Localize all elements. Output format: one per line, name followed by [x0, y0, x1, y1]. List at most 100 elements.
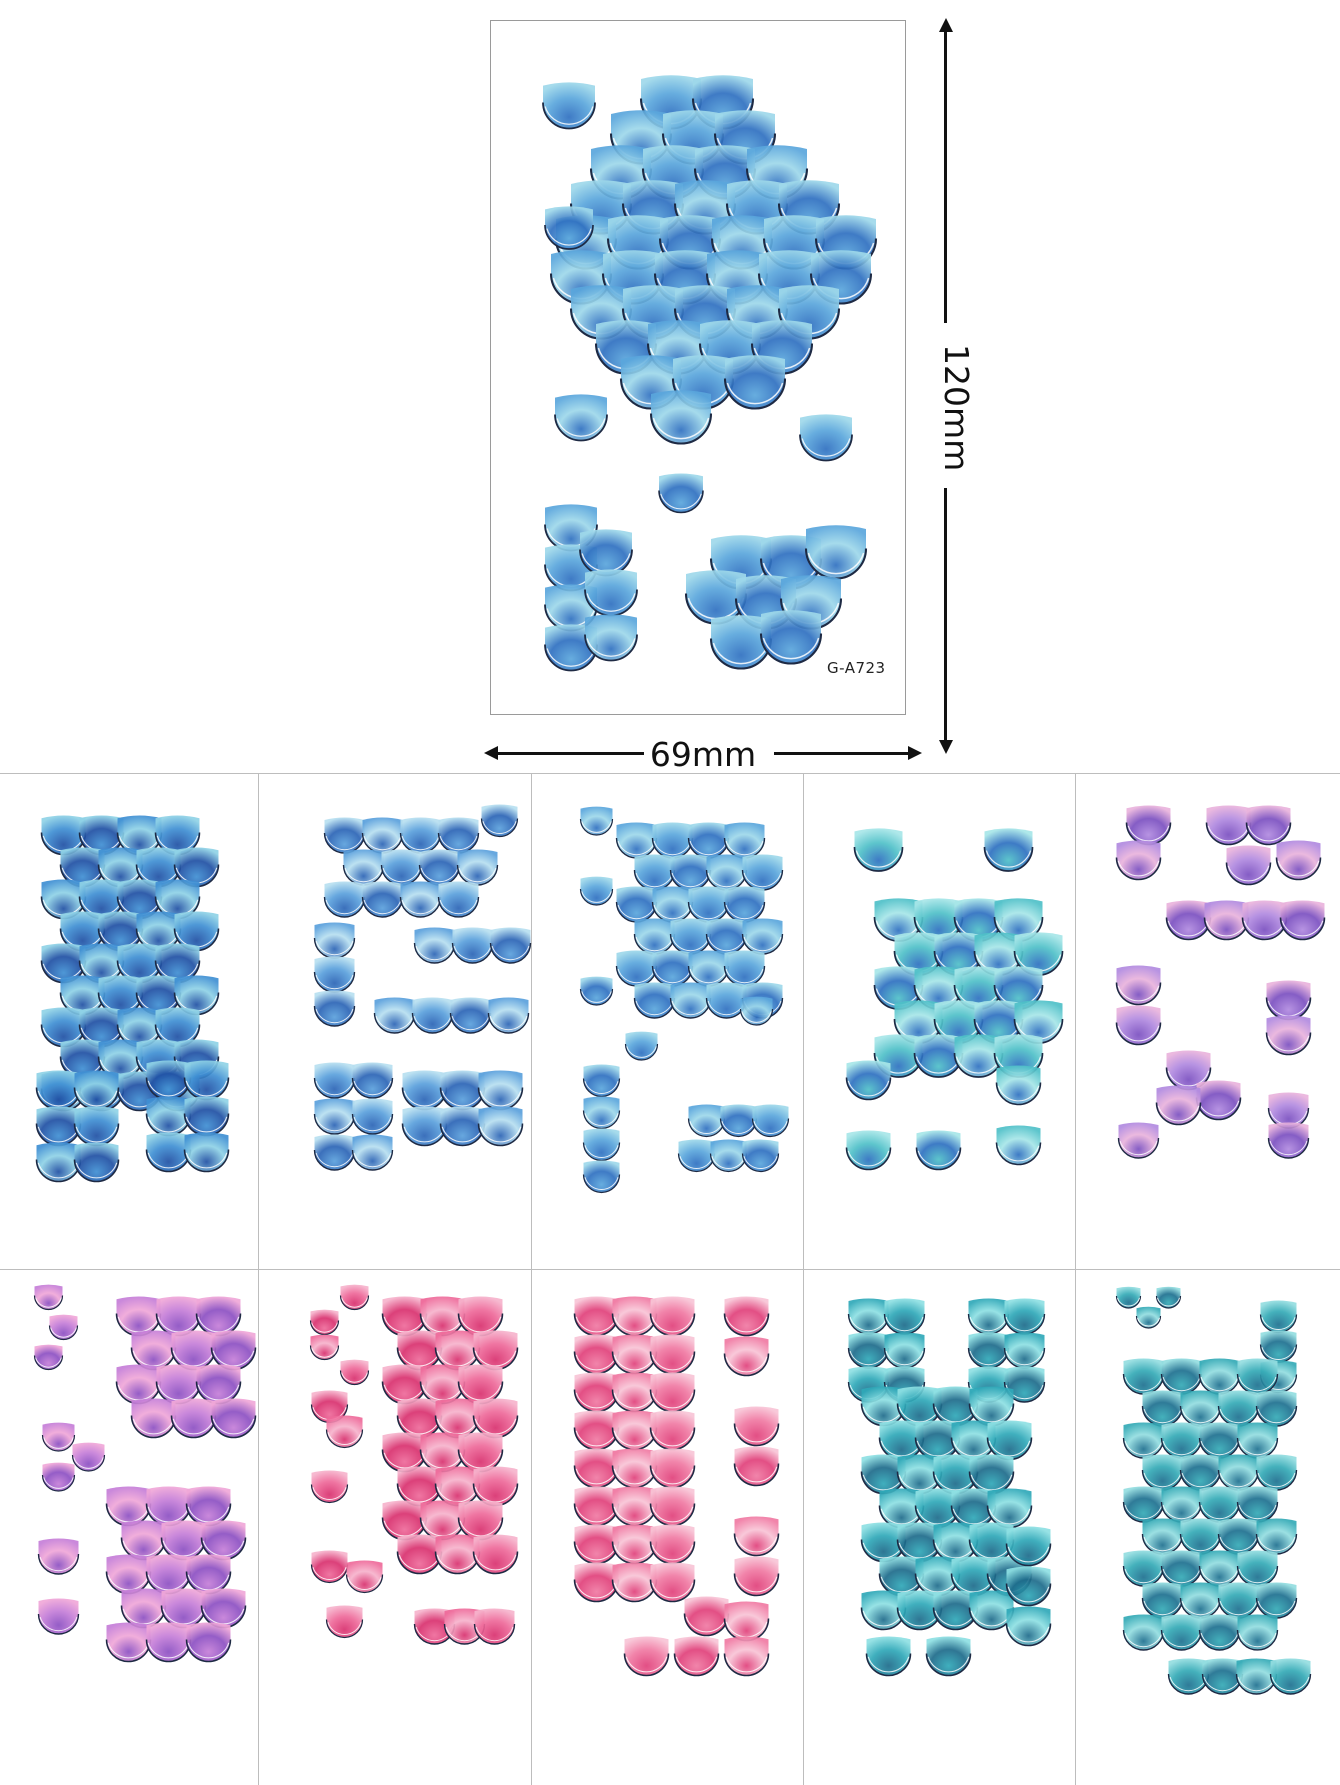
mermaid-scale [1236, 1358, 1279, 1395]
mermaid-scale [145, 1554, 192, 1595]
mermaid-scale [723, 822, 766, 859]
mermaid-scale [309, 1309, 340, 1336]
mermaid-scale [1135, 1306, 1162, 1329]
mermaid-scale [582, 1160, 621, 1194]
mermaid-scale [411, 997, 454, 1034]
scale-pattern [309, 1284, 519, 1645]
mermaid-scale [145, 1486, 192, 1527]
mermaid-scale [733, 1446, 780, 1487]
mermaid-scale [120, 1588, 167, 1629]
mermaid-scale [615, 822, 658, 859]
mermaid-scale [1198, 1358, 1241, 1395]
mermaid-scale [418, 849, 461, 886]
mermaid-scale [313, 1134, 356, 1171]
mermaid-scale [845, 1130, 892, 1171]
mermaid-scale [130, 1398, 177, 1439]
scale-pattern [35, 815, 230, 1183]
scale-pattern [1115, 1286, 1312, 1695]
mermaid-scale [658, 473, 704, 514]
mermaid-scale [1217, 1582, 1260, 1619]
scale-pattern [579, 806, 790, 1194]
mermaid-scale [883, 1298, 926, 1335]
mermaid-scale [313, 1062, 356, 1099]
mermaid-scale [373, 997, 416, 1034]
mermaid-scale [705, 982, 748, 1019]
mermaid-scale [41, 1422, 76, 1452]
mermaid-scale [309, 1334, 340, 1361]
variant-sheet [1088, 783, 1340, 1213]
variant-grid [0, 773, 1340, 1785]
mermaid-scale [1141, 1582, 1184, 1619]
mermaid-scale [967, 1332, 1010, 1369]
mermaid-scale [615, 886, 658, 923]
mermaid-scale [687, 822, 730, 859]
mermaid-scale [472, 1398, 519, 1439]
mermaid-scale [669, 918, 712, 955]
mermaid-scale [1179, 1454, 1222, 1491]
mermaid-scale [741, 1139, 780, 1173]
mermaid-scale [733, 1516, 780, 1557]
mermaid-scale [145, 1622, 192, 1663]
mermaid-scale [457, 1364, 504, 1405]
mermaid-scale [579, 806, 614, 836]
mermaid-scale [1255, 1582, 1298, 1619]
mermaid-scale [1225, 845, 1272, 886]
mermaid-scale [351, 1098, 394, 1135]
mermaid-scale [210, 1398, 257, 1439]
mermaid-scale [925, 1636, 972, 1677]
scale-pattern [847, 1298, 1052, 1677]
mermaid-scale [995, 1125, 1042, 1166]
scale-pattern [33, 1284, 257, 1663]
mermaid-scale [983, 828, 1034, 872]
mermaid-scale [170, 1398, 217, 1439]
mermaid-scale [41, 1462, 76, 1492]
height-label: 120mm [937, 344, 976, 472]
mermaid-scale [487, 997, 530, 1034]
mermaid-scale [554, 394, 608, 442]
mermaid-scale [477, 1106, 524, 1147]
mermaid-scale [105, 1554, 152, 1595]
mermaid-scale [1195, 1080, 1242, 1121]
mermaid-scale [1115, 1005, 1162, 1046]
mermaid-scale [449, 997, 492, 1034]
mermaid-scale [437, 881, 480, 918]
mermaid-scale [649, 1524, 696, 1565]
mermaid-scale [361, 881, 404, 918]
mermaid-scale [584, 614, 638, 662]
mermaid-scale [1198, 1422, 1241, 1459]
mermaid-scale [1115, 1286, 1142, 1309]
mermaid-scale [1005, 1566, 1052, 1607]
mermaid-scale [1236, 1550, 1279, 1587]
mermaid-scale [1160, 1486, 1203, 1523]
mermaid-scale [582, 1096, 621, 1130]
mermaid-scale [723, 1296, 770, 1337]
mermaid-scale [544, 206, 594, 250]
mermaid-scale [1122, 1358, 1165, 1395]
mermaid-scale [651, 822, 694, 859]
mermaid-scale [723, 355, 787, 410]
mermaid-scale [751, 1104, 790, 1138]
mermaid-scale [105, 1486, 152, 1527]
mermaid-scale [1198, 1550, 1241, 1587]
mermaid-scale [71, 1442, 106, 1472]
mermaid-scale [733, 1406, 780, 1447]
variant-sheet [546, 783, 817, 1213]
mermaid-scale [741, 854, 784, 891]
mermaid-scale [1003, 1332, 1046, 1369]
mermaid-scale [183, 1132, 230, 1173]
variant-sheet [8, 783, 279, 1213]
mermaid-scale [845, 1060, 892, 1101]
mermaid-scale [633, 918, 676, 955]
mermaid-scale [1198, 1486, 1241, 1523]
product-sheet: G-A723 [490, 20, 906, 715]
mermaid-scale [480, 804, 519, 838]
mermaid-scale [73, 1106, 120, 1147]
mermaid-scale [865, 1636, 912, 1677]
mermaid-scale [1279, 900, 1326, 941]
mermaid-scale [457, 1296, 504, 1337]
mermaid-scale [1236, 1422, 1279, 1459]
product-code: G-A723 [827, 659, 886, 677]
mermaid-scale [1267, 1122, 1310, 1159]
mermaid-scale [1122, 1486, 1165, 1523]
mermaid-scale [185, 1554, 232, 1595]
